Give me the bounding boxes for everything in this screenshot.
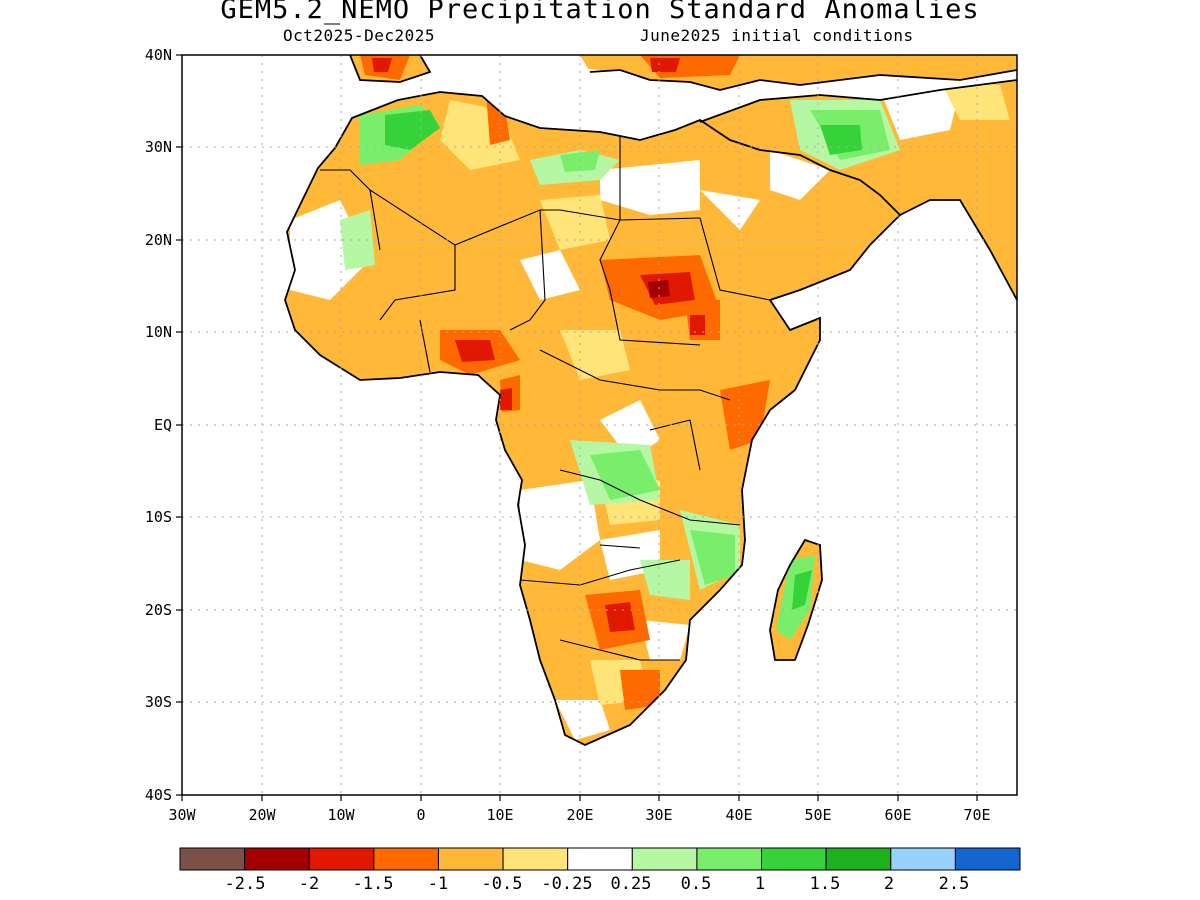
map-title: GEM5.2_NEMO Precipitation Standard Anoma…	[220, 0, 980, 25]
colorbar-swatch	[437, 847, 504, 871]
colorbar-swatch	[890, 847, 956, 871]
lat-label: 30N	[145, 138, 172, 156]
coastlines	[284, 54, 1018, 746]
colorbar-label: -1	[428, 874, 448, 894]
lon-label: 50E	[804, 806, 831, 824]
colorbar-label: 0.5	[681, 874, 712, 894]
colorbar-label: 1	[755, 874, 765, 894]
lat-label: 20S	[145, 601, 172, 619]
colorbar-swatch	[954, 847, 1021, 871]
lat-label: 10N	[145, 323, 172, 341]
colorbar-label: -2.5	[225, 874, 266, 894]
colorbar-swatch	[696, 847, 763, 871]
lat-label: 40N	[145, 46, 172, 64]
lon-label: 0	[416, 806, 425, 824]
forecast-period: Oct2025-Dec2025	[283, 26, 435, 45]
lon-label: 30E	[645, 806, 672, 824]
lon-label: 10W	[327, 806, 355, 824]
colorbar-swatch	[179, 847, 246, 871]
colorbar-label: 0.25	[611, 874, 652, 894]
lon-label: 30W	[168, 806, 196, 824]
lat-labels: 40N 30N 20N 10N EQ 10S 20S 30S 40S	[145, 46, 172, 804]
lat-label: EQ	[154, 416, 172, 434]
country-borders	[320, 135, 771, 661]
lat-tick-marks	[176, 54, 182, 796]
colorbar-label: 2.5	[939, 874, 970, 894]
lon-label: 20E	[566, 806, 593, 824]
lon-tick-marks	[181, 795, 978, 801]
lon-label: 70E	[963, 806, 990, 824]
colorbar-swatch	[761, 847, 827, 871]
lon-label: 60E	[884, 806, 911, 824]
lat-label: 20N	[145, 231, 172, 249]
lon-label: 40E	[725, 806, 752, 824]
lat-label: 10S	[145, 508, 172, 526]
lat-label: 40S	[145, 786, 172, 804]
colorbar-labels: -2.5 -2 -1.5 -1 -0.5 -0.25 0.25 0.5 1 1.…	[225, 874, 970, 894]
colorbar-label: -1.5	[353, 874, 394, 894]
colorbar-swatch	[308, 847, 375, 871]
colorbar-swatch	[567, 847, 633, 871]
lon-label: 20W	[248, 806, 276, 824]
colorbar-label: -0.5	[482, 874, 523, 894]
lon-label: 10E	[486, 806, 513, 824]
colorbar-swatch	[502, 847, 569, 871]
colorbar	[179, 847, 1021, 871]
colorbar-swatch	[244, 847, 310, 871]
colorbar-swatch	[825, 847, 892, 871]
colorbar-swatch	[373, 847, 439, 871]
colorbar-label: -0.25	[541, 874, 592, 894]
initial-conditions: June2025 initial conditions	[640, 26, 914, 45]
graticule	[182, 55, 1017, 795]
colorbar-label: 1.5	[810, 874, 841, 894]
colorbar-label: 2	[884, 874, 894, 894]
colorbar-swatch	[631, 847, 698, 871]
lat-label: 30S	[145, 693, 172, 711]
colorbar-label: -2	[299, 874, 319, 894]
lon-labels: 30W 20W 10W 0 10E 20E 30E 40E 50E 60E 70…	[168, 806, 990, 824]
